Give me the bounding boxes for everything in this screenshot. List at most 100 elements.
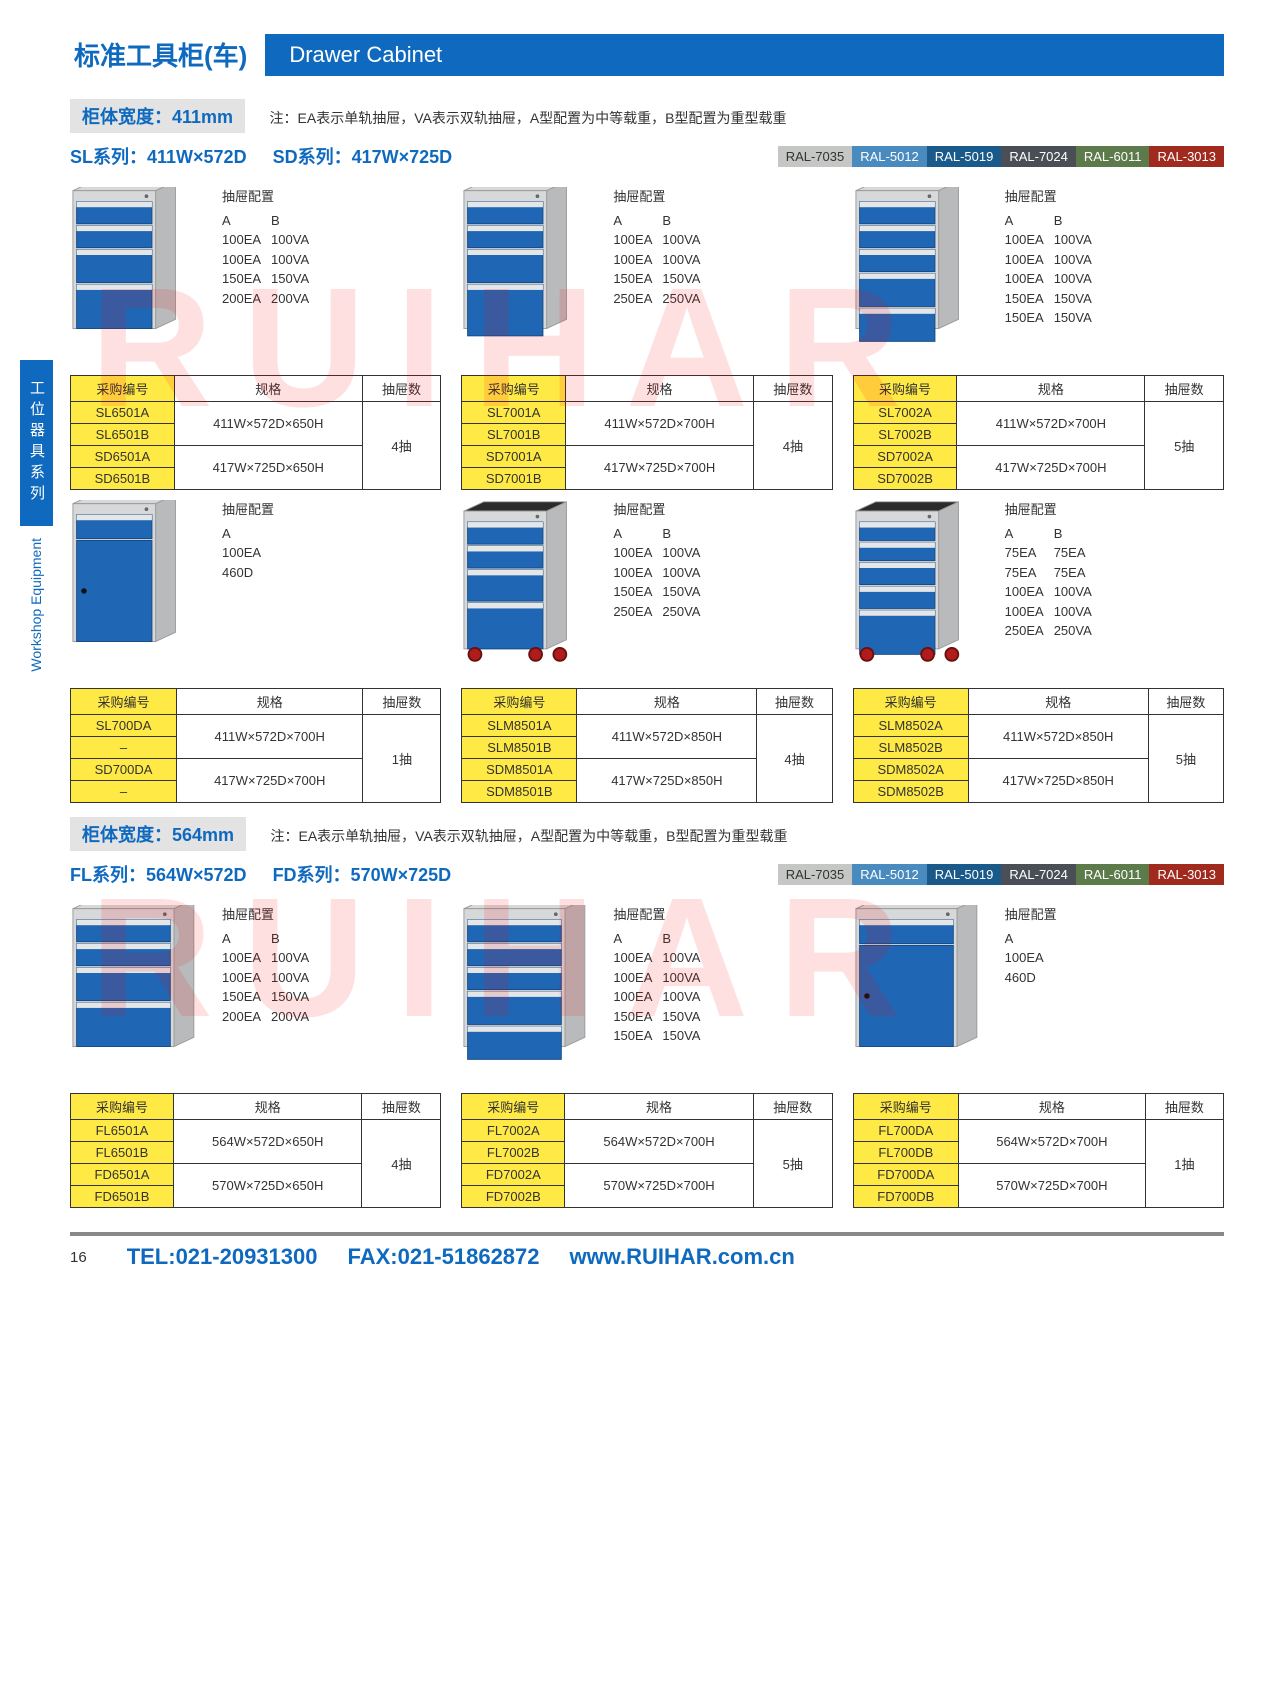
config-value: 250EA — [1005, 621, 1054, 641]
drawer-config: 抽屉配置AB100EA100VA100EA100VA100EA100VA150E… — [613, 905, 710, 1046]
footer: 16 TEL:021-20931300 FAX:021-51862872 www… — [70, 1232, 1224, 1278]
config-value: 150EA — [613, 582, 662, 602]
config-value: 100EA — [222, 948, 271, 968]
config-value: 75EA — [1005, 563, 1054, 583]
cabinet-width-label: 柜体宽度：564mm — [70, 817, 246, 851]
config-value: 100VA — [1054, 269, 1102, 289]
drawer-count: 1抽 — [1145, 1120, 1223, 1208]
ral-swatch: RAL-5019 — [927, 864, 1002, 885]
product-grid: 抽屉配置AB100EA100VA100EA100VA150EA150VA200E… — [70, 905, 1224, 1208]
ral-swatch: RAL-7035 — [778, 864, 853, 885]
product-code: SLM8501B — [462, 737, 577, 759]
config-title: 抽屉配置 — [222, 905, 319, 925]
product-code: SD7002B — [853, 468, 957, 490]
config-col-header: A — [613, 929, 662, 949]
product-spec: 564W×572D×700H — [565, 1120, 753, 1164]
table-header-spec: 规格 — [174, 376, 362, 402]
product-code: SDM8502B — [853, 781, 968, 803]
product-code: FL700DB — [853, 1142, 958, 1164]
series-line: SL系列：411W×572DSD系列：417W×725DRAL-7035RAL-… — [70, 143, 1224, 169]
config-value: 100VA — [1054, 250, 1102, 270]
series-label: FL系列：564W×572D — [70, 861, 247, 887]
config-value: 150EA — [613, 1026, 662, 1046]
table-header-spec: 规格 — [565, 1094, 753, 1120]
table-header-spec: 规格 — [566, 376, 754, 402]
config-title: 抽屉配置 — [613, 500, 710, 520]
ral-swatch: RAL-5019 — [927, 146, 1002, 167]
config-value: 150EA — [1005, 308, 1054, 328]
config-value: 75EA — [1054, 563, 1102, 583]
config-value: 100VA — [662, 968, 710, 988]
cabinet-image — [70, 500, 210, 675]
config-value: 100EA — [222, 250, 271, 270]
product-spec: 411W×572D×650H — [174, 402, 362, 446]
series-label: SL系列：411W×572D — [70, 143, 247, 169]
product-code: SD700DA — [71, 759, 177, 781]
spec-table: 采购编号 规格 抽屉数SL7001A411W×572D×700H4抽SL7001… — [461, 375, 832, 490]
ral-swatch: RAL-6011 — [1076, 146, 1150, 167]
product-code: FD6501A — [71, 1164, 174, 1186]
ral-swatch: RAL-3013 — [1149, 146, 1224, 167]
spec-table: 采购编号 规格 抽屉数SLM8502A411W×572D×850H5抽SLM85… — [853, 688, 1224, 803]
spec-table: 采购编号 规格 抽屉数SL700DA411W×572D×700H1抽–SD700… — [70, 688, 441, 803]
ral-swatch: RAL-7024 — [1001, 146, 1076, 167]
ral-swatch: RAL-7035 — [778, 146, 853, 167]
table-header-code: 采购编号 — [71, 689, 177, 715]
config-value: 100VA — [1054, 602, 1102, 622]
config-col-header: A — [1005, 929, 1054, 949]
product-card: 抽屉配置AB100EA100VA100EA100VA150EA150VA200E… — [70, 905, 441, 1208]
config-value: 100EA — [613, 968, 662, 988]
config-value: 100VA — [662, 230, 710, 250]
drawer-config: 抽屉配置A100EA460D — [222, 500, 274, 582]
ral-swatch: RAL-6011 — [1076, 864, 1150, 885]
config-col-header: A — [613, 524, 662, 544]
config-value: 100EA — [613, 987, 662, 1007]
page-header: 标准工具柜(车) Drawer Cabinet — [70, 30, 1224, 79]
product-spec: 570W×725D×700H — [565, 1164, 753, 1208]
config-col-header: A — [222, 211, 271, 231]
config-value: 100EA — [1005, 230, 1054, 250]
config-value: 100EA — [1005, 250, 1054, 270]
drawer-count: 5抽 — [753, 1120, 832, 1208]
ral-swatch: RAL-3013 — [1149, 864, 1224, 885]
product-code: FL7002B — [462, 1142, 565, 1164]
config-value: 250EA — [613, 289, 662, 309]
table-header-spec: 规格 — [177, 689, 363, 715]
config-value: 150VA — [662, 1007, 710, 1027]
table-header-spec: 规格 — [958, 1094, 1145, 1120]
product-code: FD700DB — [853, 1186, 958, 1208]
product-code: SDM8502A — [853, 759, 968, 781]
product-code: FD7002A — [462, 1164, 565, 1186]
product-code: SL7001B — [462, 424, 566, 446]
product-code: SLM8501A — [462, 715, 577, 737]
config-value: 150VA — [662, 1026, 710, 1046]
drawer-count: 5抽 — [1148, 715, 1223, 803]
config-value: 150EA — [222, 269, 271, 289]
config-value: 150VA — [662, 269, 710, 289]
product-spec: 417W×725D×850H — [577, 759, 757, 803]
product-code: SD6501A — [71, 446, 175, 468]
footer-fax: FAX:021-51862872 — [347, 1244, 539, 1270]
drawer-config: 抽屉配置AB75EA75EA75EA75EA100EA100VA100EA100… — [1005, 500, 1102, 641]
product-card: 抽屉配置AB100EA100VA100EA100VA100EA100VA150E… — [461, 905, 832, 1208]
config-value: 150EA — [222, 987, 271, 1007]
cabinet-image — [853, 500, 993, 675]
config-value: 100EA — [613, 230, 662, 250]
config-title: 抽屉配置 — [613, 187, 710, 207]
config-col-header: B — [271, 211, 319, 231]
product-card: 抽屉配置AB100EA100VA100EA100VA100EA100VA150E… — [853, 187, 1224, 490]
ral-color-strip: RAL-7035RAL-5012RAL-5019RAL-7024RAL-6011… — [778, 864, 1224, 885]
config-value: 150VA — [662, 582, 710, 602]
product-code: SDM8501A — [462, 759, 577, 781]
config-value: 100EA — [1005, 948, 1054, 968]
table-header-code: 采购编号 — [462, 1094, 565, 1120]
config-value: 150VA — [1054, 289, 1102, 309]
config-value: 100EA — [1005, 602, 1054, 622]
drawer-config: 抽屉配置AB100EA100VA100EA100VA100EA100VA150E… — [1005, 187, 1102, 328]
table-header-drawers: 抽屉数 — [362, 376, 441, 402]
config-value: 250VA — [1054, 621, 1102, 641]
drawer-config: 抽屉配置AB100EA100VA100EA100VA150EA150VA200E… — [222, 187, 319, 308]
config-col-header: B — [662, 524, 710, 544]
product-code: SLM8502A — [853, 715, 968, 737]
product-spec: 570W×725D×650H — [173, 1164, 361, 1208]
